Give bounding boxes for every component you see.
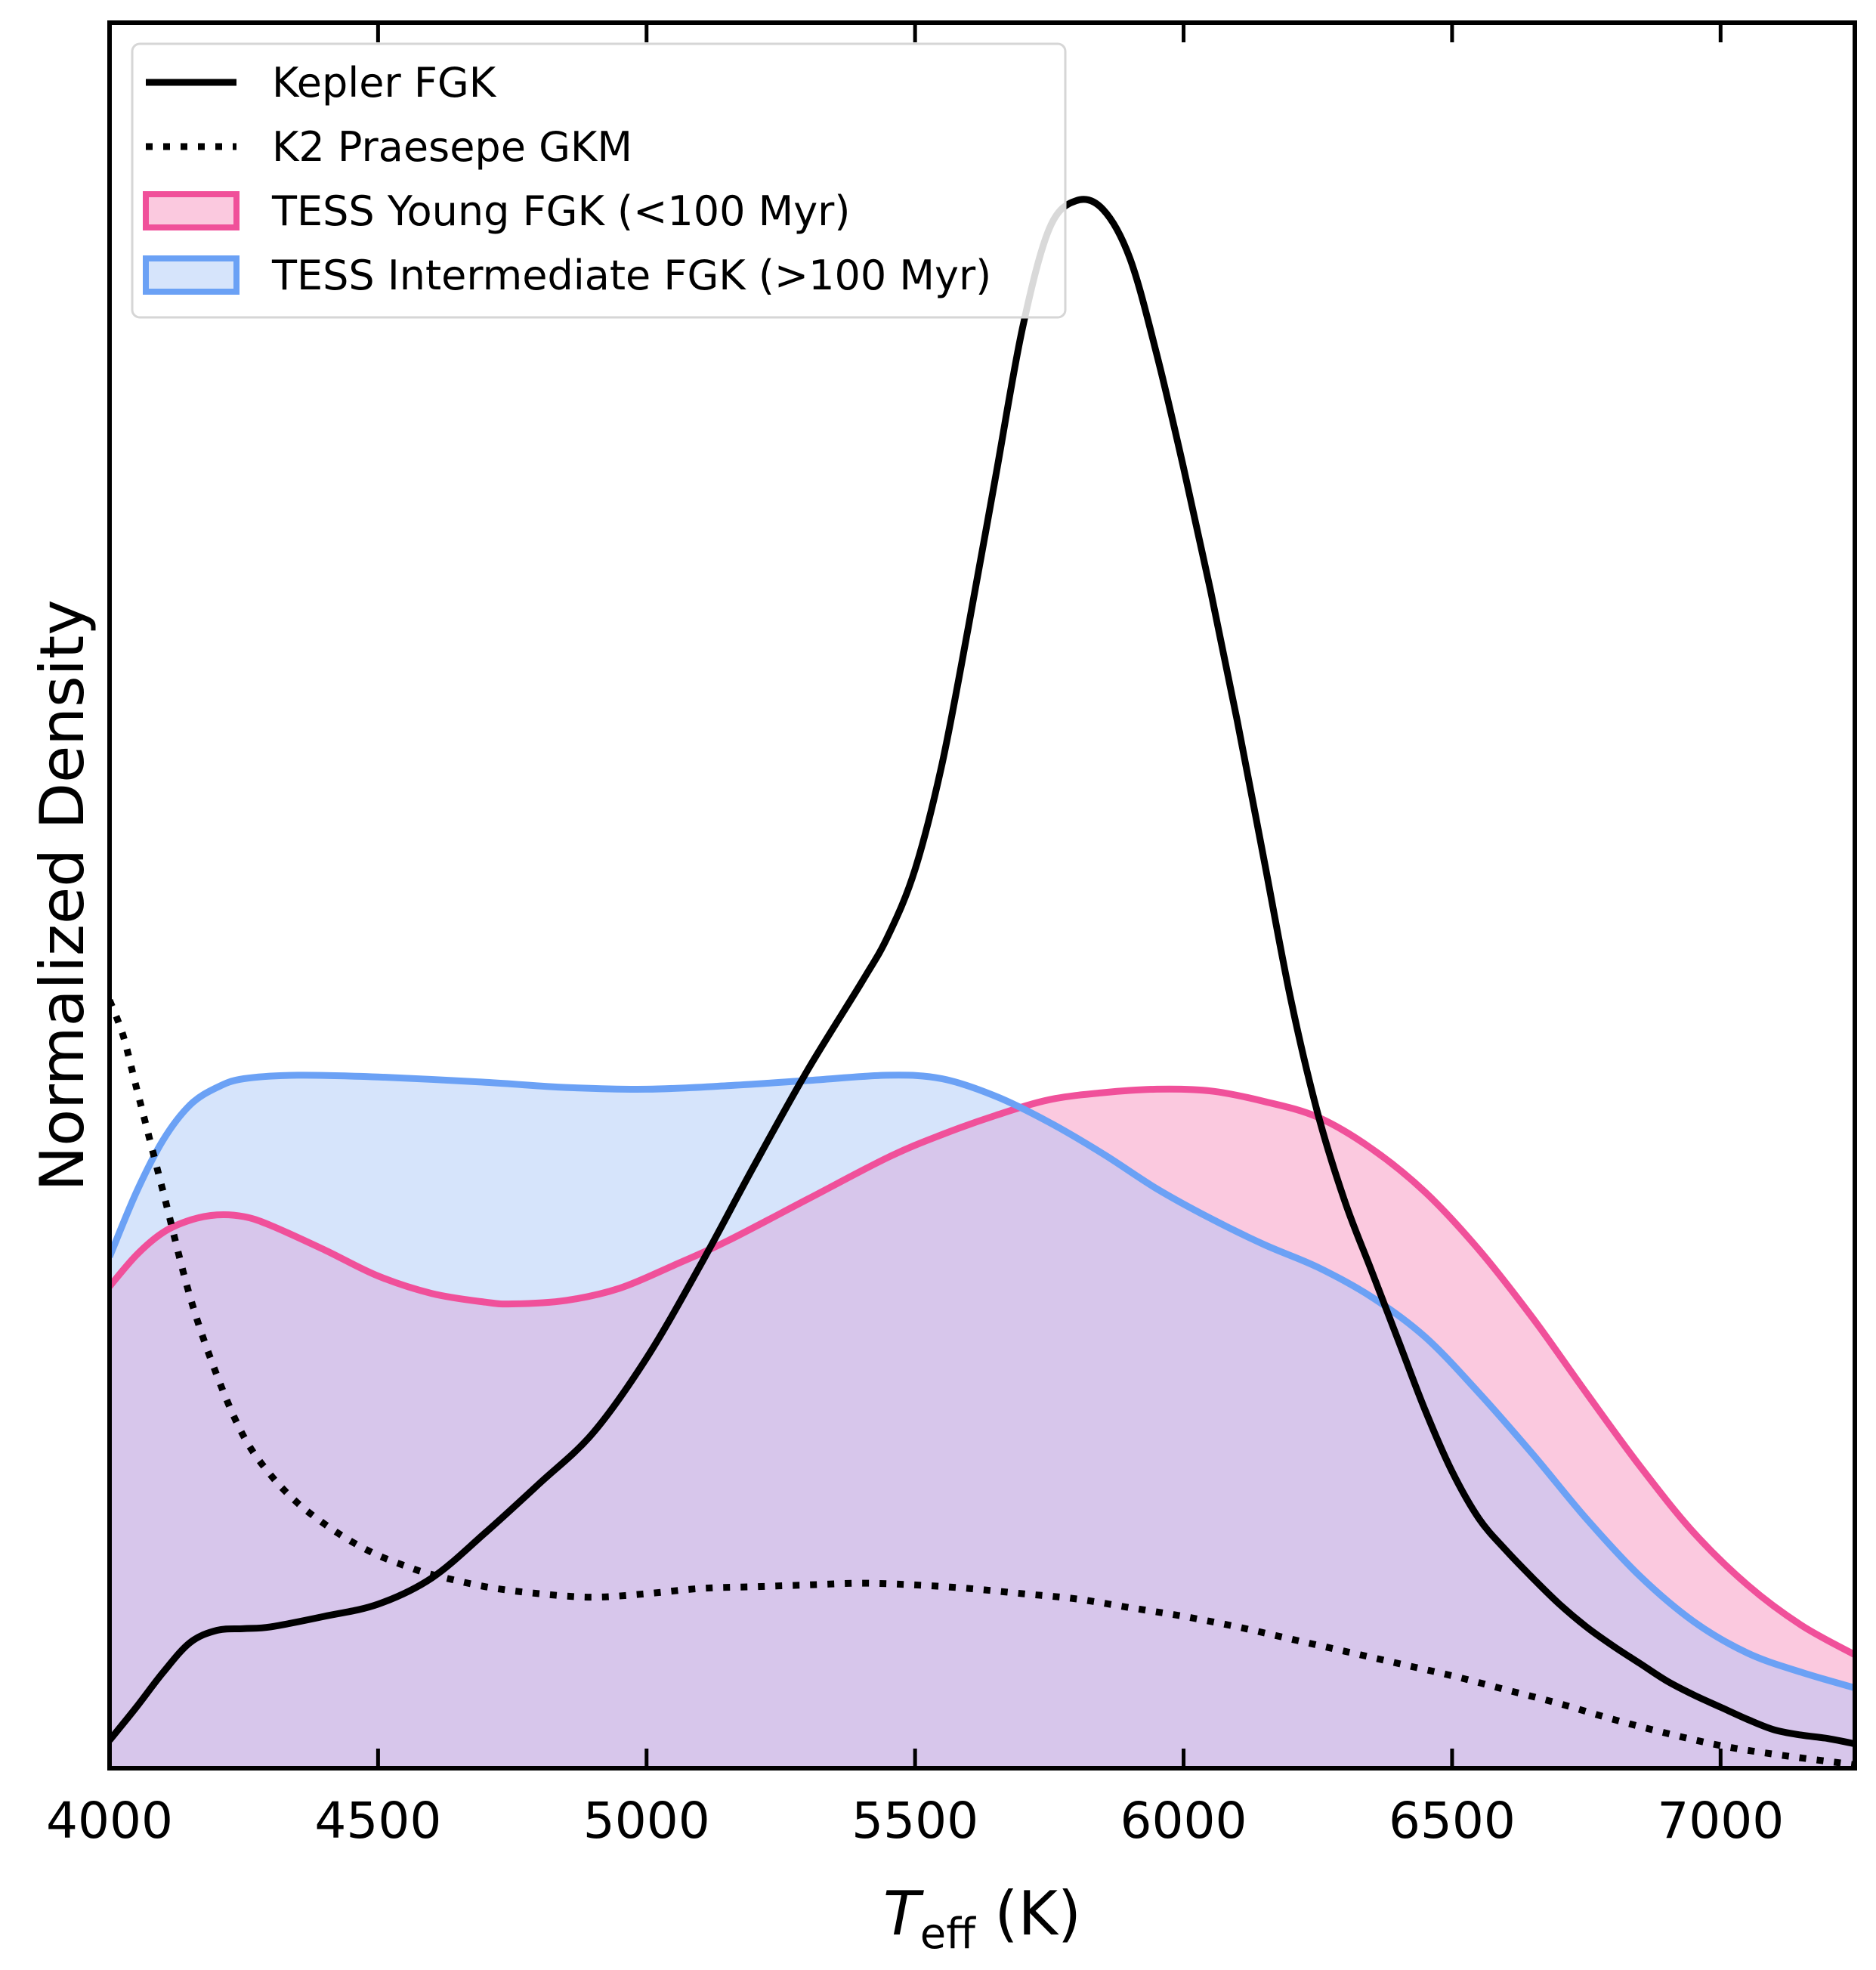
series-line-tess-young-fgk-100-myr [110, 1085, 1855, 1658]
x-tick-label-5000: 5000 [583, 1792, 710, 1850]
y-axis-label: Normalized Density [27, 599, 97, 1191]
x-tick-label-4000: 4000 [46, 1792, 173, 1850]
x-tick-label-7000: 7000 [1657, 1792, 1784, 1850]
x-axis-label-symbol: T [883, 1879, 925, 1949]
series-line-tess-intermediate-fgk-100-myr [110, 1072, 1855, 1692]
x-tick-label-6000: 6000 [1120, 1792, 1247, 1850]
x-axis-label-unit: (K) [975, 1879, 1081, 1949]
legend-label-k2: K2 Praesepe GKM [272, 123, 632, 171]
legend-label-kepler: Kepler FGK [272, 59, 497, 107]
x-tick-label-5500: 5500 [851, 1792, 978, 1850]
x-axis-ticks [107, 23, 1723, 1768]
legend-swatch-tess-intermediate [143, 255, 240, 295]
legend-label-tess-young: TESS Young FGK (<100 Myr) [271, 187, 850, 235]
legend-label-tess-intermediate: TESS Intermediate FGK (>100 Myr) [271, 252, 991, 299]
legend-box [131, 42, 1067, 319]
legend: Kepler FGK K2 Praesepe GKM TESS Young FG… [131, 42, 1067, 319]
legend-swatch-tess-young [143, 191, 240, 230]
x-axis-tick-labels: 4000 4500 5000 5500 6000 6500 7000 [46, 1792, 1784, 1850]
plot-frame [107, 20, 1857, 1771]
x-tick-label-4500: 4500 [314, 1792, 441, 1850]
x-axis-label-subscript: eff [920, 1910, 976, 1959]
series-line-kepler-fgk [110, 196, 1855, 1748]
series-lines [110, 196, 1855, 1768]
x-axis-label: Teff (K) [883, 1879, 1081, 1959]
series-fills [110, 1075, 1855, 1768]
x-tick-label-6500: 6500 [1389, 1792, 1516, 1850]
